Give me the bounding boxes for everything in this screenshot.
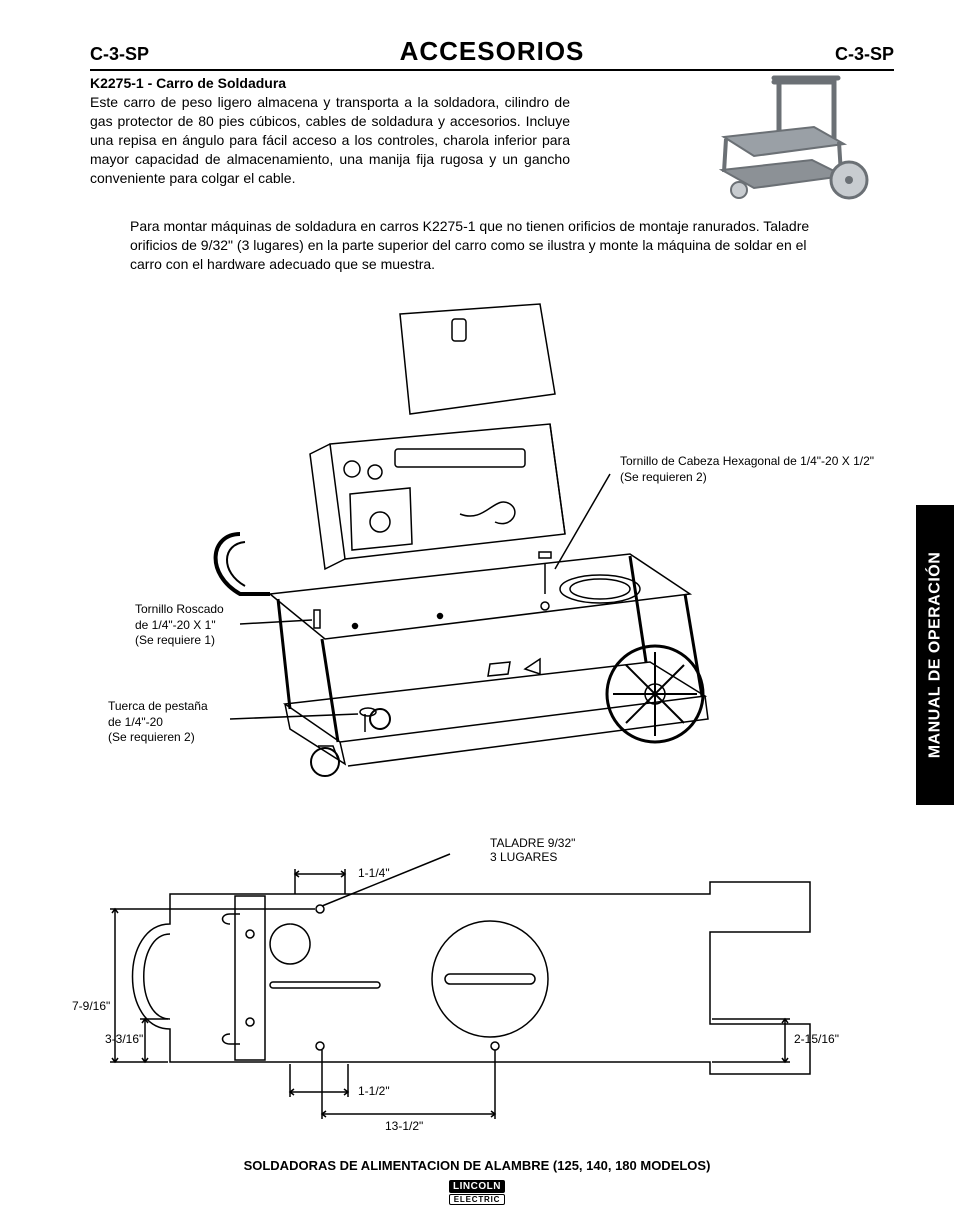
- dim-7-9-16: 7-9/16": [72, 999, 110, 1013]
- assembly-svg: [90, 294, 890, 804]
- lincoln-logo: LINCOLN ELECTRIC: [441, 1177, 513, 1205]
- callout-thread-bolt-l3: (Se requiere 1): [135, 633, 224, 649]
- page: C-3-SP ACCESORIOS C-3-SP K2275-1 - Carro…: [0, 0, 954, 1227]
- page-footer: SOLDADORAS DE ALIMENTACION DE ALAMBRE (1…: [0, 1158, 954, 1205]
- callout-flange-nut-l3: (Se requieren 2): [108, 730, 208, 746]
- header-code-right: C-3-SP: [835, 44, 894, 65]
- callout-thread-bolt-l2: de 1/4"-20 X 1": [135, 618, 224, 634]
- callout-flange-nut-l2: de 1/4"-20: [108, 715, 208, 731]
- side-tab-text: MANUAL DE OPERACIÓN: [926, 552, 944, 759]
- callout-hex-bolt-l2: (Se requieren 2): [620, 470, 874, 486]
- dim-13-1-2: 13-1/2": [385, 1119, 423, 1133]
- cart-photo-svg: [684, 72, 884, 212]
- drill-title-l2: 3 LUGARES: [490, 850, 575, 864]
- drill-title: TALADRE 9/32" 3 LUGARES: [490, 836, 575, 864]
- logo-top: LINCOLN: [449, 1180, 505, 1193]
- logo-bottom: ELECTRIC: [449, 1194, 505, 1205]
- header-code-left: C-3-SP: [90, 44, 149, 65]
- callout-flange-nut: Tuerca de pestaña de 1/4"-20 (Se requier…: [108, 699, 208, 746]
- callout-thread-bolt: Tornillo Roscado de 1/4"-20 X 1" (Se req…: [135, 602, 224, 649]
- dim-2-15-16: 2-15/16": [794, 1032, 839, 1046]
- drill-svg: [90, 824, 890, 1134]
- callout-thread-bolt-l1: Tornillo Roscado: [135, 602, 224, 618]
- page-header: C-3-SP ACCESORIOS C-3-SP: [90, 36, 894, 71]
- cart-photo: [684, 72, 884, 212]
- assembly-diagram: Tornillo de Cabeza Hexagonal de 1/4"-20 …: [90, 294, 894, 804]
- mounting-paragraph: Para montar máquinas de soldadura en car…: [130, 217, 830, 274]
- callout-hex-bolt: Tornillo de Cabeza Hexagonal de 1/4"-20 …: [620, 454, 874, 485]
- dim-1-1-4: 1-1/4": [358, 866, 390, 880]
- intro-paragraph: Este carro de peso ligero almacena y tra…: [90, 93, 570, 187]
- dim-3-3-16: 3-3/16": [105, 1032, 143, 1046]
- header-title: ACCESORIOS: [400, 36, 585, 67]
- drill-title-l1: TALADRE 9/32": [490, 836, 575, 850]
- footer-line: SOLDADORAS DE ALIMENTACION DE ALAMBRE (1…: [0, 1158, 954, 1173]
- callout-hex-bolt-l1: Tornillo de Cabeza Hexagonal de 1/4"-20 …: [620, 454, 874, 470]
- side-tab: MANUAL DE OPERACIÓN: [916, 505, 954, 805]
- drill-diagram: TALADRE 9/32" 3 LUGARES 1-1/4" 1-1/2" 13…: [90, 824, 894, 1134]
- callout-flange-nut-l1: Tuerca de pestaña: [108, 699, 208, 715]
- dim-1-1-2: 1-1/2": [358, 1084, 390, 1098]
